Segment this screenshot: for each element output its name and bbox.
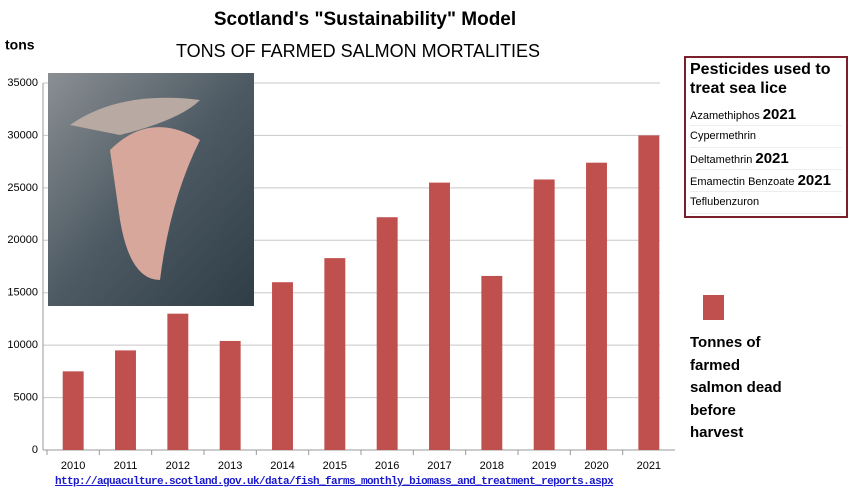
source-link[interactable]: http://aquaculture.scotland.gov.uk/data/… [55, 476, 614, 488]
pesticide-row: Cypermethrin [690, 126, 842, 148]
y-tick-label: 25000 [7, 182, 38, 194]
bar [272, 282, 293, 450]
bar [62, 371, 84, 450]
x-tick-label: 2016 [375, 460, 399, 472]
x-tick-label: 2018 [480, 460, 504, 472]
y-tick-label: 30000 [7, 129, 38, 141]
legend-label: Tonnes of farmed salmon dead before harv… [690, 334, 782, 441]
pesticide-year: 2021 [755, 150, 789, 167]
y-tick-label: 20000 [7, 234, 38, 246]
x-tick-label: 2021 [637, 460, 661, 472]
y-tick-label: 5000 [14, 391, 38, 403]
bar [533, 179, 555, 450]
pesticide-title: Pesticides used to treat sea lice [690, 61, 831, 97]
bar [481, 275, 503, 450]
pesticide-row: Azamethiphos 2021 [690, 104, 842, 126]
photo-fish [110, 127, 200, 280]
x-tick-label: 2010 [61, 460, 85, 472]
bar [429, 182, 450, 450]
pesticide-box: Pesticides used to treat sea lice Azameth… [684, 56, 848, 218]
bar [115, 350, 136, 450]
bar [219, 340, 241, 450]
pesticide-row: Teflubenzuron [690, 192, 842, 214]
pesticide-name: Deltamethrin [690, 154, 753, 166]
y-tick-label: 10000 [7, 339, 38, 351]
bar [376, 217, 398, 450]
x-tick-label: 2012 [166, 460, 190, 472]
x-tick-label: 2011 [114, 460, 138, 472]
bar [324, 258, 346, 450]
bar [167, 313, 189, 450]
pesticide-name: Azamethiphos [690, 110, 760, 122]
x-tick-label: 2015 [323, 460, 347, 472]
pesticide-name: Emamectin Benzoate [690, 176, 795, 188]
x-tick-label: 2020 [584, 460, 608, 472]
pesticide-row: Emamectin Benzoate 2021 [690, 170, 842, 192]
y-tick-label: 0 [32, 444, 38, 456]
x-tick-label: 2013 [218, 460, 242, 472]
x-tick-label: 2019 [532, 460, 556, 472]
pesticide-row: Deltamethrin 2021 [690, 148, 842, 170]
photo-fish [70, 97, 200, 135]
chart-subtitle: TONS OF FARMED SALMON MORTALITIES [176, 41, 540, 61]
y-tick-label: 15000 [7, 287, 38, 299]
pesticide-year: 2021 [762, 106, 797, 123]
bar [638, 135, 660, 450]
legend-swatch [703, 295, 724, 320]
y-tick-label: 35000 [7, 77, 38, 89]
pesticide-year: 2021 [797, 172, 831, 189]
y-axis-label: tons [5, 37, 35, 53]
x-tick-label: 2017 [427, 460, 451, 472]
x-tick-label: 2014 [270, 460, 294, 472]
chart-title: Scotland's "Sustainability" Model [214, 9, 516, 30]
pesticide-name: Teflubenzuron [690, 196, 760, 208]
pesticide-name: Cypermethrin [690, 130, 757, 142]
bar [586, 162, 607, 451]
